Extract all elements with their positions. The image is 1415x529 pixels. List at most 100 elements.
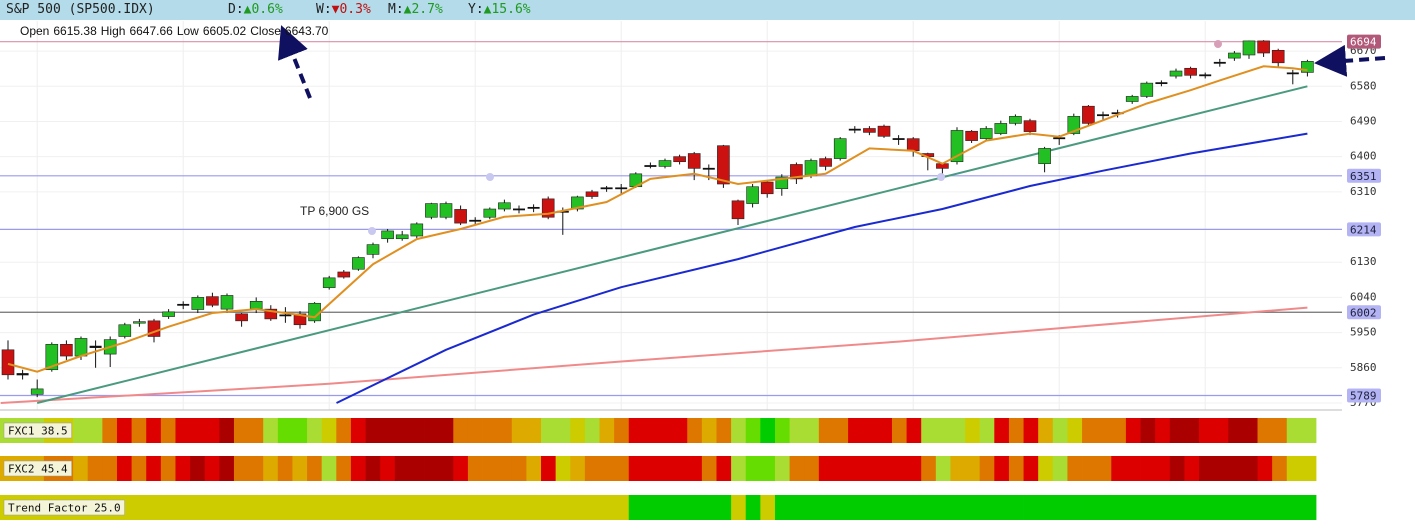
heat-cell <box>862 495 878 520</box>
candle-body <box>1125 96 1139 102</box>
arrow <box>278 25 312 99</box>
symbol: S&P 500 (SP500.IDX) <box>6 2 155 17</box>
heat-cell <box>584 418 600 443</box>
heat-cell <box>877 456 893 481</box>
level-box <box>1347 34 1381 49</box>
heat-cell <box>1155 495 1171 520</box>
heat-cell <box>965 456 981 481</box>
heat-cell <box>1125 418 1141 443</box>
indicators: FXC1 38.5 FXC2 45.4 Trend Factor 25.0 <box>0 418 1317 520</box>
candle-body <box>1257 40 1270 54</box>
y-tick-label: 5860 <box>1350 361 1377 374</box>
candle-body <box>1111 112 1124 115</box>
heat-cell <box>146 456 162 481</box>
heat-cell <box>877 418 893 443</box>
heat-cell <box>979 495 995 520</box>
candle-body <box>615 187 628 190</box>
changes: D:▲0.6% W:▼0.3% M:▲2.7% Y:▲15.6% <box>228 0 558 20</box>
marker-dot <box>937 173 945 181</box>
heat-cell <box>818 418 834 443</box>
heat-cell <box>965 495 981 520</box>
heat-cell <box>833 418 849 443</box>
heat-cell <box>365 418 381 443</box>
heat-cell <box>891 456 907 481</box>
heat-cell <box>409 418 425 443</box>
heat-cell <box>1096 495 1112 520</box>
candle-body <box>702 167 715 170</box>
candle-body <box>16 373 29 376</box>
heat-cell <box>1301 456 1317 481</box>
heat-cell <box>994 418 1010 443</box>
heat-cell <box>497 495 513 520</box>
heat-cell <box>935 456 951 481</box>
label-bg <box>3 460 72 477</box>
heat-cell <box>877 495 893 520</box>
heat-cell <box>497 418 513 443</box>
indicator-label: FXC2 45.4 <box>8 463 68 476</box>
candle-body <box>322 277 336 288</box>
candle-body <box>1097 114 1109 117</box>
heat-cell <box>789 456 805 481</box>
heat-cell <box>526 495 542 520</box>
heat-cell <box>1067 495 1083 520</box>
heat-cell <box>1082 418 1098 443</box>
candle-body <box>848 128 861 131</box>
candle-body <box>513 208 525 211</box>
heat-cell <box>701 495 717 520</box>
candle-body <box>571 196 584 210</box>
heat-cell <box>424 495 440 520</box>
candle-body <box>790 164 803 180</box>
heat-cell <box>453 418 469 443</box>
heat-cell <box>1272 418 1288 443</box>
heat-cell <box>701 456 717 481</box>
heat-cell <box>1008 418 1024 443</box>
candle-body <box>994 123 1008 134</box>
heat-cell <box>862 418 878 443</box>
heat-cell <box>292 418 308 443</box>
ohlc-value: 6643.70 <box>284 24 329 38</box>
heat-cell <box>614 495 630 520</box>
level-box <box>1347 222 1381 237</box>
heat-cell <box>87 456 103 481</box>
heat-cell <box>643 456 659 481</box>
label-bg <box>3 422 72 439</box>
level-box <box>1347 305 1381 320</box>
candle-body <box>585 191 599 197</box>
heat-cell <box>672 456 688 481</box>
heat-cell <box>146 418 162 443</box>
heat-cell <box>599 495 615 520</box>
ohlc-value: 6615.38 <box>53 24 97 38</box>
heat-cell <box>1242 495 1258 520</box>
heat-cell <box>307 495 323 520</box>
candle-body <box>760 181 774 195</box>
heat-cell <box>116 418 132 443</box>
heat-cell <box>891 418 907 443</box>
heat-cell <box>131 495 147 520</box>
candle-body <box>89 345 102 348</box>
heat-cell <box>482 495 498 520</box>
heat-cell <box>833 456 849 481</box>
heat-cell <box>804 418 820 443</box>
y-tick-label: 6490 <box>1350 114 1377 127</box>
heat-cell <box>848 418 864 443</box>
change: D:▲0.6% <box>228 0 316 20</box>
heat-cell <box>541 418 557 443</box>
heat-cell <box>745 418 761 443</box>
heat-cell <box>1213 495 1229 520</box>
candle-body <box>1038 148 1051 164</box>
change: M:▲2.7% <box>388 0 468 20</box>
heat-cell <box>116 456 132 481</box>
candle-body <box>206 296 219 306</box>
heat-cell <box>1228 418 1244 443</box>
heat-cell <box>1272 456 1288 481</box>
candle-body <box>293 313 307 326</box>
heat-cell <box>511 418 527 443</box>
ohlc-value: 6647.66 <box>129 24 173 38</box>
candle-body <box>366 244 380 255</box>
heat-cell <box>321 456 337 481</box>
candle-body <box>337 271 351 278</box>
heat-cell <box>979 456 995 481</box>
heat-cell <box>292 495 308 520</box>
heat-cell <box>511 456 527 481</box>
heat-cell <box>1286 418 1302 443</box>
